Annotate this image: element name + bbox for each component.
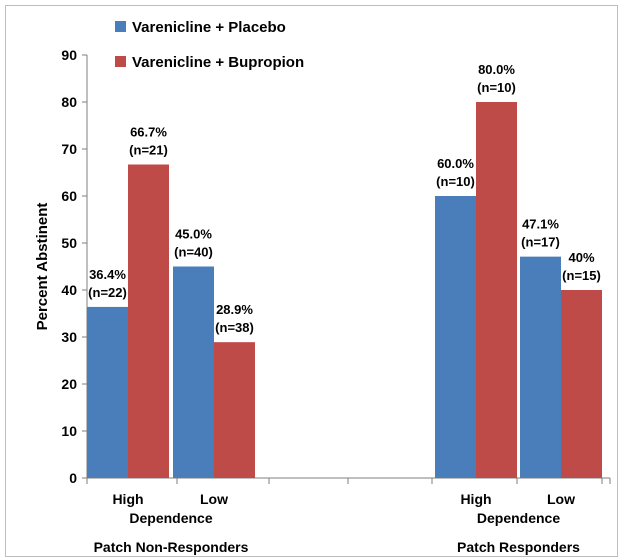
legend-swatch [115, 21, 126, 32]
bar-placebo [173, 266, 214, 478]
data-label-n: (n=40) [174, 245, 213, 260]
y-tick-label: 90 [61, 47, 77, 63]
data-label-value: 60.0% [437, 156, 474, 171]
x-group-label: Patch Non-Responders [94, 539, 249, 555]
data-label-value: 80.0% [478, 62, 515, 77]
bar-placebo [87, 306, 128, 478]
x-subgroup-label: Dependence [129, 510, 212, 526]
data-label-n: (n=17) [521, 235, 560, 250]
data-label-value: 36.4% [89, 267, 126, 282]
x-category-label: High [460, 491, 491, 507]
y-tick-label: 70 [61, 141, 77, 157]
y-tick-label: 50 [61, 235, 77, 251]
x-subgroup-label: Dependence [477, 510, 560, 526]
data-label-n: (n=10) [477, 80, 516, 95]
y-tick-label: 30 [61, 329, 77, 345]
x-category-label: Low [200, 491, 228, 507]
x-category-label: Low [547, 491, 575, 507]
data-label-value: 66.7% [130, 125, 167, 140]
bar-placebo [435, 196, 476, 478]
y-tick-label: 80 [61, 94, 77, 110]
x-category-label: High [112, 491, 143, 507]
data-label-value: 45.0% [175, 227, 212, 242]
data-label-n: (n=22) [88, 285, 127, 300]
x-group-label: Patch Responders [457, 539, 580, 555]
bar-placebo [520, 256, 561, 478]
data-label-value: 28.9% [216, 302, 253, 317]
y-tick-label: 0 [69, 470, 77, 486]
bar-bupropion [214, 342, 255, 478]
data-label-n: (n=15) [562, 268, 601, 283]
y-tick-label: 10 [61, 423, 77, 439]
data-label-n: (n=21) [129, 143, 168, 158]
y-tick-label: 20 [61, 376, 77, 392]
bar-bupropion [128, 164, 169, 478]
legend-label: Varenicline + Bupropion [132, 54, 304, 71]
data-label-value: 40% [568, 250, 594, 265]
y-tick-label: 60 [61, 188, 77, 204]
bar-bupropion [476, 102, 517, 478]
bar-bupropion [561, 290, 602, 478]
y-axis-title: Percent Abstinent [34, 203, 51, 331]
data-label-value: 47.1% [522, 217, 559, 232]
y-tick-label: 40 [61, 282, 77, 298]
legend-swatch [115, 56, 126, 67]
data-label-n: (n=10) [436, 174, 475, 189]
legend-label: Varenicline + Placebo [132, 19, 286, 36]
data-label-n: (n=38) [215, 320, 254, 335]
